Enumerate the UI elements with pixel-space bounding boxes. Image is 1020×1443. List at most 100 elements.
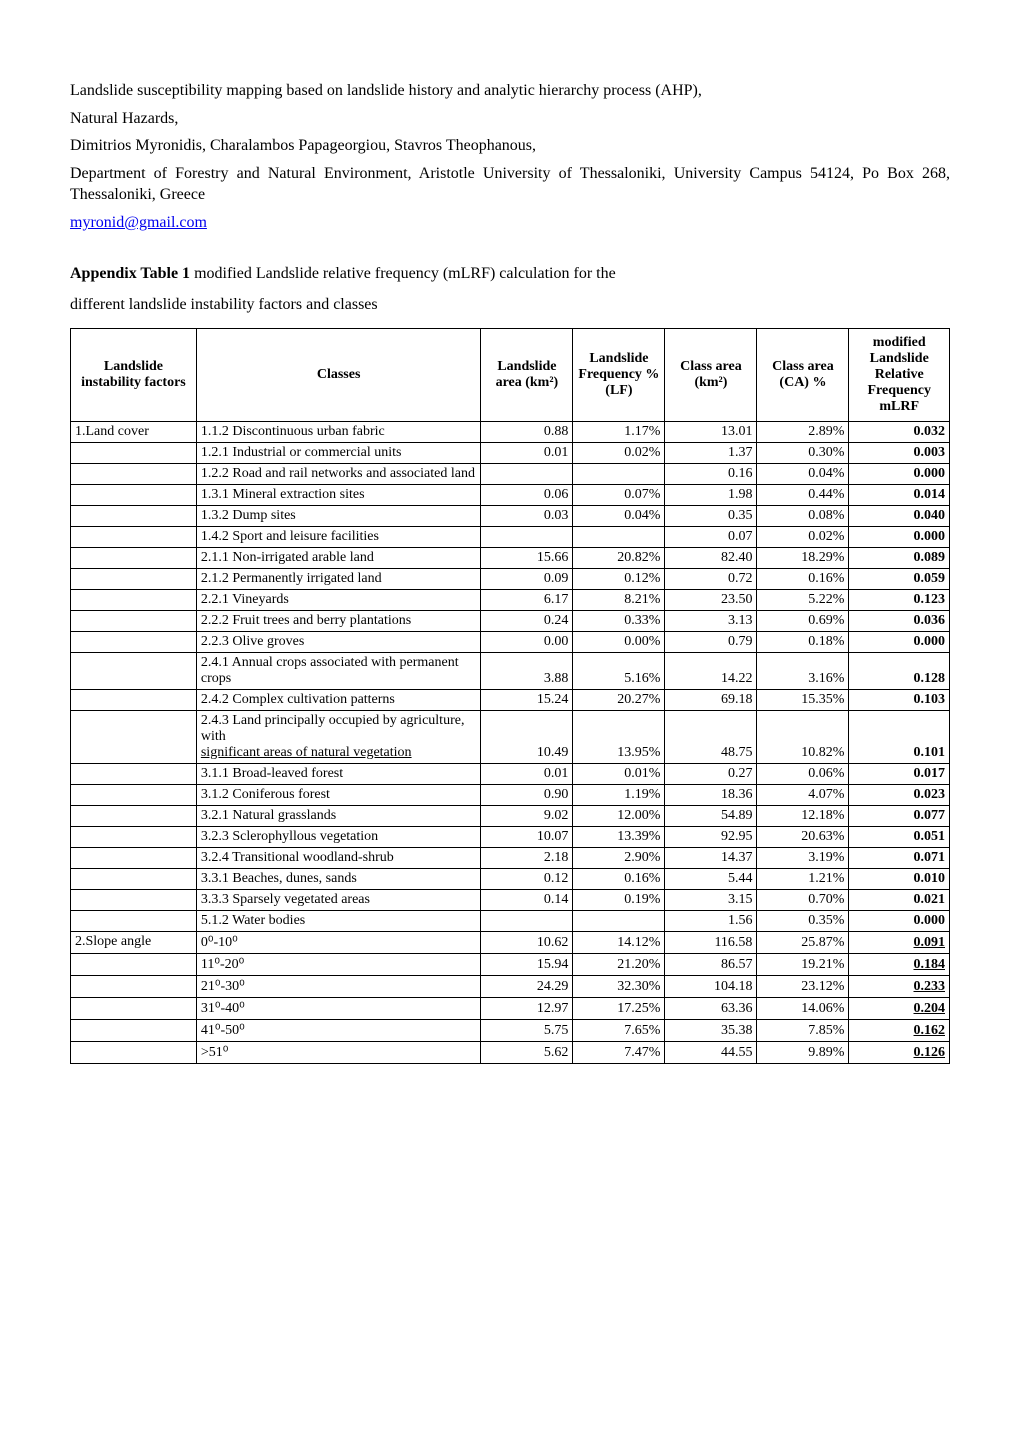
cell-num: 0.69% [757, 610, 849, 631]
cell-mlrf: 0.184 [849, 953, 950, 975]
cell-num: 5.62 [481, 1041, 573, 1063]
cell-mlrf: 0.126 [849, 1041, 950, 1063]
cell-num: 0.79 [665, 631, 757, 652]
table-row: 2.1.1 Non-irrigated arable land15.6620.8… [71, 547, 950, 568]
table-row: 3.3.3 Sparsely vegetated areas0.140.19%3… [71, 889, 950, 910]
cell-mlrf: 0.036 [849, 610, 950, 631]
cell-num: 14.37 [665, 847, 757, 868]
table-row: 2.2.3 Olive groves0.000.00%0.790.18%0.00… [71, 631, 950, 652]
table-row: 1.3.1 Mineral extraction sites0.060.07%1… [71, 484, 950, 505]
cell-num: 20.27% [573, 689, 665, 710]
affiliation: Department of Forestry and Natural Envir… [70, 163, 950, 206]
mlrf-table: Landslide instability factors Classes La… [70, 328, 950, 1064]
cell-num: 13.01 [665, 421, 757, 442]
cell-num: 54.89 [665, 805, 757, 826]
cell-num: 0.04% [573, 505, 665, 526]
table-header-row: Landslide instability factors Classes La… [71, 328, 950, 421]
cell-num: 0.16 [665, 463, 757, 484]
cell-num: 0.18% [757, 631, 849, 652]
appendix-label: Appendix Table 1 [70, 265, 190, 282]
table-row: 3.1.1 Broad-leaved forest0.010.01%0.270.… [71, 763, 950, 784]
cell-factor [71, 610, 197, 631]
table-row: 2.4.1 Annual crops associated with perma… [71, 652, 950, 689]
cell-num: 0.01 [481, 442, 573, 463]
table-row: 1.Land cover1.1.2 Discontinuous urban fa… [71, 421, 950, 442]
cell-num: 63.36 [665, 997, 757, 1019]
cell-mlrf: 0.123 [849, 589, 950, 610]
col-header-factors: Landslide instability factors [71, 328, 197, 421]
cell-num: 3.13 [665, 610, 757, 631]
cell-num: 0.00 [481, 631, 573, 652]
cell-mlrf: 0.071 [849, 847, 950, 868]
cell-factor [71, 631, 197, 652]
authors: Dimitrios Myronidis, Charalambos Papageo… [70, 135, 950, 157]
cell-factor [71, 568, 197, 589]
cell-class: 1.1.2 Discontinuous urban fabric [196, 421, 481, 442]
cell-mlrf: 0.010 [849, 868, 950, 889]
cell-mlrf: 0.032 [849, 421, 950, 442]
cell-num: 3.88 [481, 652, 573, 689]
cell-num: 15.66 [481, 547, 573, 568]
cell-num: 1.37 [665, 442, 757, 463]
cell-factor [71, 589, 197, 610]
table-row: 2.Slope angle0⁰-10⁰10.6214.12%116.5825.8… [71, 931, 950, 953]
cell-num: 5.16% [573, 652, 665, 689]
cell-num: 15.35% [757, 689, 849, 710]
appendix-caption-line2: different landslide instability factors … [70, 296, 950, 314]
cell-num: 2.18 [481, 847, 573, 868]
cell-num: 104.18 [665, 975, 757, 997]
cell-num: 86.57 [665, 953, 757, 975]
table-row: 2.4.3 Land principally occupied by agric… [71, 710, 950, 763]
cell-num: 0.90 [481, 784, 573, 805]
cell-num: 14.12% [573, 931, 665, 953]
cell-num: 1.19% [573, 784, 665, 805]
cell-mlrf: 0.014 [849, 484, 950, 505]
cell-class: 2.4.3 Land principally occupied by agric… [196, 710, 481, 763]
cell-num: 0.14 [481, 889, 573, 910]
col-header-class-area-pct: Class area (CA) % [757, 328, 849, 421]
cell-num: 10.07 [481, 826, 573, 847]
col-header-mlrf: modified Landslide Relative Frequency mL… [849, 328, 950, 421]
table-row: 1.4.2 Sport and leisure facilities0.070.… [71, 526, 950, 547]
table-row: 3.3.1 Beaches, dunes, sands0.120.16%5.44… [71, 868, 950, 889]
cell-num: 3.15 [665, 889, 757, 910]
cell-num: 0.00% [573, 631, 665, 652]
cell-factor [71, 868, 197, 889]
cell-class: 2.2.3 Olive groves [196, 631, 481, 652]
cell-num: 20.82% [573, 547, 665, 568]
cell-factor [71, 547, 197, 568]
cell-num: 23.50 [665, 589, 757, 610]
table-row: 3.2.1 Natural grasslands9.0212.00%54.891… [71, 805, 950, 826]
cell-class: 3.1.1 Broad-leaved forest [196, 763, 481, 784]
cell-num: 12.18% [757, 805, 849, 826]
cell-mlrf: 0.091 [849, 931, 950, 953]
cell-num: 0.70% [757, 889, 849, 910]
cell-num: 10.82% [757, 710, 849, 763]
cell-num: 0.12% [573, 568, 665, 589]
cell-num [481, 526, 573, 547]
cell-class: 31⁰-40⁰ [196, 997, 481, 1019]
cell-class: 2.2.1 Vineyards [196, 589, 481, 610]
cell-num: 44.55 [665, 1041, 757, 1063]
cell-num: 10.49 [481, 710, 573, 763]
cell-mlrf: 0.000 [849, 910, 950, 931]
cell-num: 3.19% [757, 847, 849, 868]
cell-num [573, 463, 665, 484]
cell-factor [71, 997, 197, 1019]
cell-factor [71, 826, 197, 847]
cell-num: 0.09 [481, 568, 573, 589]
cell-num: 5.75 [481, 1019, 573, 1041]
cell-class: 3.3.1 Beaches, dunes, sands [196, 868, 481, 889]
col-header-landslide-area: Landslide area (km²) [481, 328, 573, 421]
cell-class: 41⁰-50⁰ [196, 1019, 481, 1041]
cell-num: 0.07% [573, 484, 665, 505]
appendix-caption-rest: modified Landslide relative frequency (m… [190, 265, 616, 282]
email-link[interactable]: myronid@gmail.com [70, 214, 207, 231]
cell-num: 1.21% [757, 868, 849, 889]
cell-num: 0.07 [665, 526, 757, 547]
cell-mlrf: 0.003 [849, 442, 950, 463]
table-row: 2.2.2 Fruit trees and berry plantations0… [71, 610, 950, 631]
cell-factor [71, 784, 197, 805]
cell-num: 9.89% [757, 1041, 849, 1063]
cell-mlrf: 0.017 [849, 763, 950, 784]
